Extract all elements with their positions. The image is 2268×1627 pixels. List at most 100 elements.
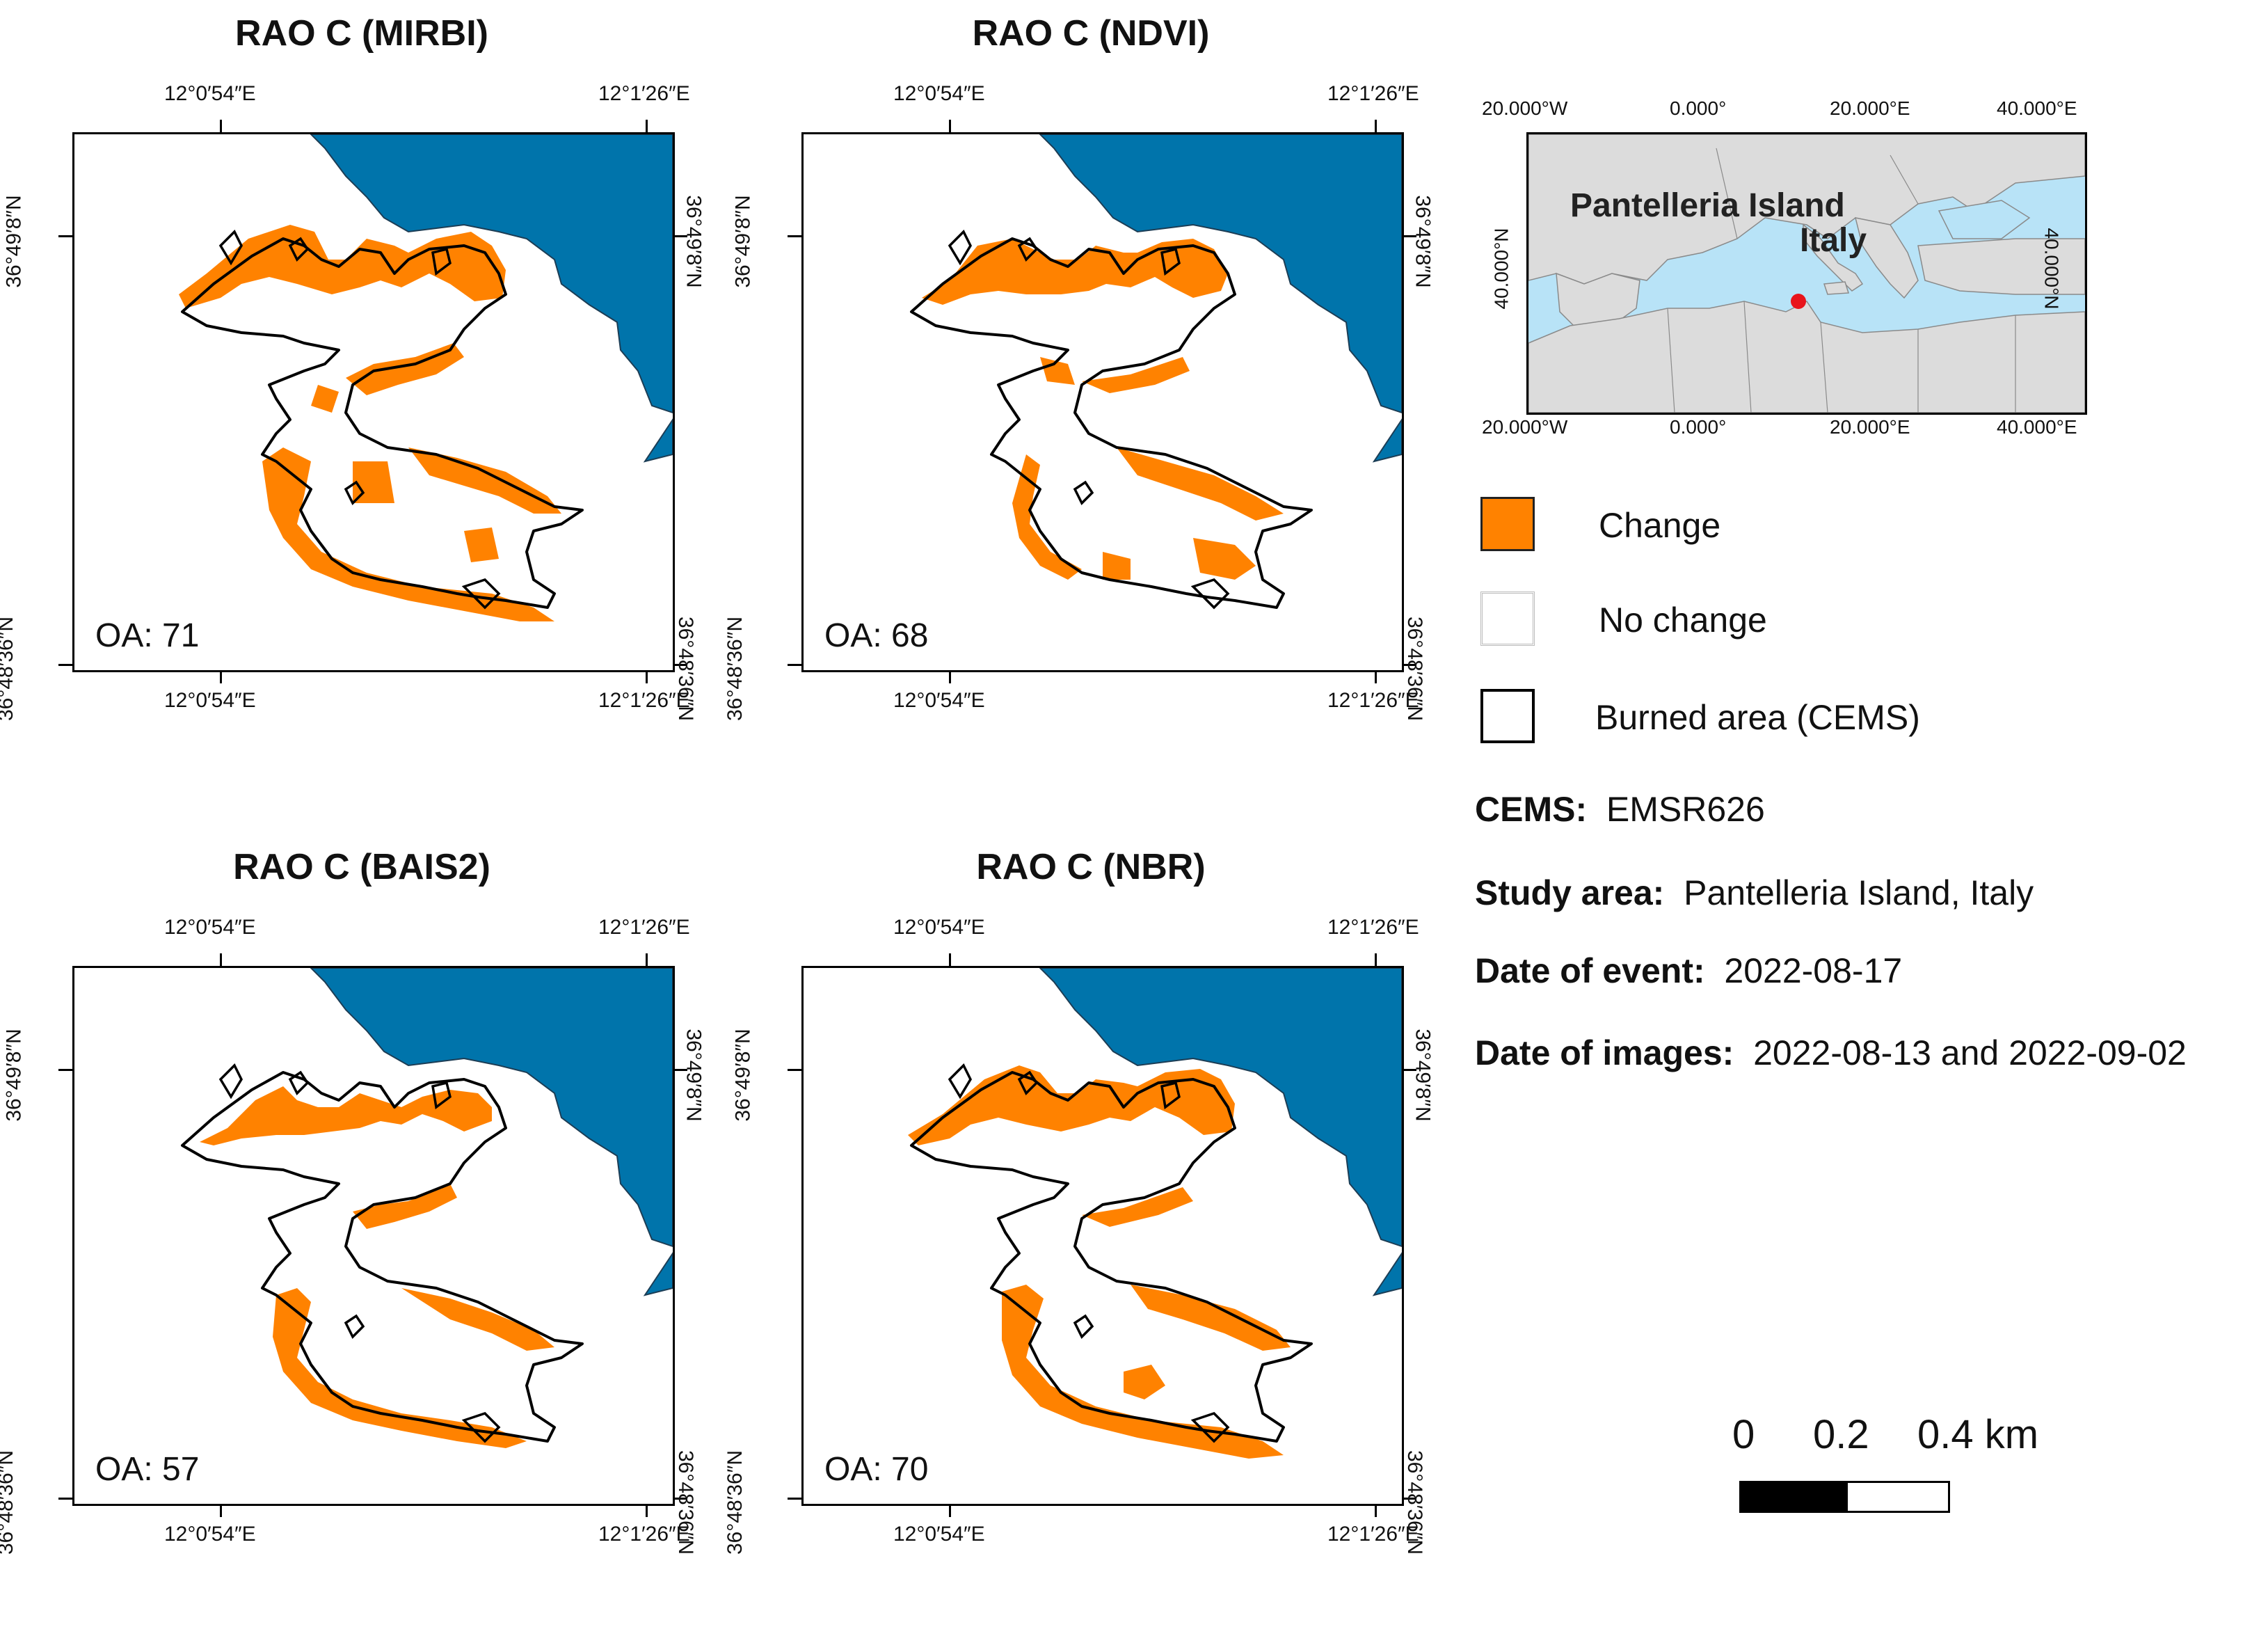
map-panel-bais2: RAO C (BAIS2) 12°0′54″E 12°1′26″E 12°0′54″E…: [0, 834, 724, 1627]
inset-lon-tick-bottom-1: 20.000°W: [1482, 416, 1568, 438]
change-patch: [1012, 454, 1082, 580]
change-patch: [200, 1086, 492, 1145]
tick-mark: [788, 664, 803, 666]
change-patch: [1124, 1365, 1165, 1399]
tick-mark: [1375, 1503, 1377, 1517]
tick-mark: [220, 953, 222, 967]
burned-area-outline-hole: [344, 480, 365, 505]
tick-mark: [58, 1069, 74, 1071]
info-cems: CEMS: EMSR626: [1475, 789, 1765, 830]
change-patch: [262, 447, 554, 621]
tick-mark: [1401, 235, 1416, 237]
burned-area-outline-hole: [948, 1063, 972, 1100]
tick-mark: [220, 120, 222, 134]
change-patch: [273, 1288, 527, 1448]
overall-accuracy-label: OA: 68: [824, 617, 929, 654]
change-patch: [1131, 1285, 1291, 1351]
lat-tick-bottom-right: 36°48′36″N: [1403, 1450, 1427, 1555]
tick-mark: [1401, 664, 1416, 666]
inset-basemap: [1528, 134, 2085, 413]
map-panel-nbr: RAO C (NBR) 12°0′54″E 12°1′26″E 12°0′54″E 12…: [724, 834, 1453, 1627]
sea-area: [1039, 968, 1402, 1296]
info-cems-label: CEMS:: [1475, 790, 1588, 829]
lon-tick-left-top: 12°0′54″E: [893, 916, 985, 939]
lat-tick-bottom-left: 36°48′36″N: [0, 1450, 18, 1555]
lat-tick-bottom-left: 36°48′36″N: [724, 1450, 747, 1555]
lat-tick-top-left: 36°49′8″N: [731, 195, 755, 288]
scale-bar-label-0: 0: [1732, 1412, 1755, 1457]
inset-frame: Pantelleria Island Italy: [1526, 132, 2087, 415]
lon-tick-right-bottom: 12°1′26″E: [1327, 1523, 1419, 1546]
change-patch: [1193, 538, 1256, 580]
lon-tick-right-bottom: 12°1′26″E: [598, 689, 690, 712]
burned-area-outline-hole: [431, 247, 452, 276]
tick-mark: [788, 1069, 803, 1071]
lon-tick-left-top: 12°0′54″E: [164, 82, 256, 105]
inset-lat-tick-right: 40.000°N: [2041, 228, 2063, 310]
change-map: [179, 134, 673, 621]
info-date-event-value: 2022-08-17: [1724, 951, 1903, 990]
map-panel-ndvi: RAO C (NDVI) 12°0′54″E 12°1′26″E 12°0′54″E 1…: [724, 0, 1453, 793]
lon-tick-left-bottom: 12°0′54″E: [164, 689, 256, 712]
lat-tick-bottom-left: 36°48′36″N: [0, 616, 18, 722]
scale-bar-segment-white: [1846, 1481, 1950, 1513]
burned-area-outline-hole: [288, 237, 310, 262]
legend-label-no-change: No change: [1599, 601, 1767, 640]
overall-accuracy-label: OA: 71: [95, 617, 200, 654]
tick-mark: [949, 120, 951, 134]
burned-area-outline: [910, 237, 1313, 609]
tick-mark: [949, 669, 951, 683]
panel-title: RAO C (NBR): [976, 847, 1206, 887]
inset-locator-map: 20.000°W 0.000° 20.000°E 40.000°E Pan: [1468, 97, 2087, 438]
scale-bar-segment-black: [1739, 1481, 1848, 1513]
burned-area-outline-hole: [218, 1063, 243, 1100]
burned-area-outline-hole: [1190, 1411, 1230, 1443]
tick-mark: [672, 1498, 687, 1500]
tick-mark: [672, 235, 687, 237]
tick-mark: [788, 1498, 803, 1500]
tick-mark: [58, 235, 74, 237]
map-frame: OA: 71: [72, 132, 675, 672]
lat-tick-bottom-right: 36°48′36″N: [674, 616, 698, 722]
burned-area-outline-hole: [1190, 578, 1230, 610]
scale-bar: 0 0.2 0.4 km: [1732, 1411, 2038, 1516]
inset-place-name-pantelleria: Pantelleria Island: [1570, 187, 1845, 224]
burned-area-outline-hole: [431, 1081, 452, 1110]
lat-tick-top-right: 36°49′8″N: [1411, 195, 1435, 288]
change-patch: [353, 1184, 457, 1229]
change-map: [908, 968, 1402, 1459]
inset-place-name-italy: Italy: [1800, 222, 1867, 259]
burned-area-outline-hole: [948, 230, 972, 266]
overall-accuracy-label: OA: 70: [824, 1451, 929, 1488]
burned-area-outline-hole: [1017, 1070, 1039, 1095]
legend-swatch-no-change: [1480, 592, 1535, 646]
inset-lon-tick-bottom-4: 40.000°E: [1997, 416, 2077, 438]
change-patch: [1117, 447, 1284, 521]
sea-area: [1039, 134, 1402, 463]
burned-area-outline-hole: [1160, 247, 1181, 276]
change-patch: [1002, 1285, 1284, 1459]
sea-area: [310, 134, 673, 463]
change-patch: [1082, 357, 1190, 393]
change-map: [910, 134, 1402, 610]
tick-mark: [1375, 953, 1377, 967]
sea-area: [310, 968, 673, 1296]
change-patch: [922, 239, 1228, 305]
lat-tick-top-left: 36°49′8″N: [2, 195, 26, 288]
panel-title: RAO C (MIRBI): [235, 13, 488, 54]
tick-mark: [949, 1503, 951, 1517]
burned-area-outline: [910, 1071, 1313, 1443]
change-patch: [1040, 357, 1075, 385]
lat-tick-top-left: 36°49′8″N: [731, 1029, 755, 1122]
info-date-event: Date of event: 2022-08-17: [1475, 951, 1902, 991]
tick-mark: [646, 953, 648, 967]
lon-tick-right-bottom: 12°1′26″E: [1327, 689, 1419, 712]
map-panel-mirbi: RAO C (MIRBI) 12°0′54″E 12°1′26″E 12°0′54″E…: [0, 0, 724, 793]
lat-tick-top-right: 36°49′8″N: [682, 1029, 705, 1122]
overall-accuracy-label: OA: 57: [95, 1451, 200, 1488]
change-patch: [1082, 1187, 1193, 1227]
lat-tick-top-right: 36°49′8″N: [682, 195, 705, 288]
legend-label-change: Change: [1599, 506, 1721, 545]
inset-lon-tick-top-2: 0.000°: [1670, 97, 1727, 119]
tick-mark: [1375, 120, 1377, 134]
